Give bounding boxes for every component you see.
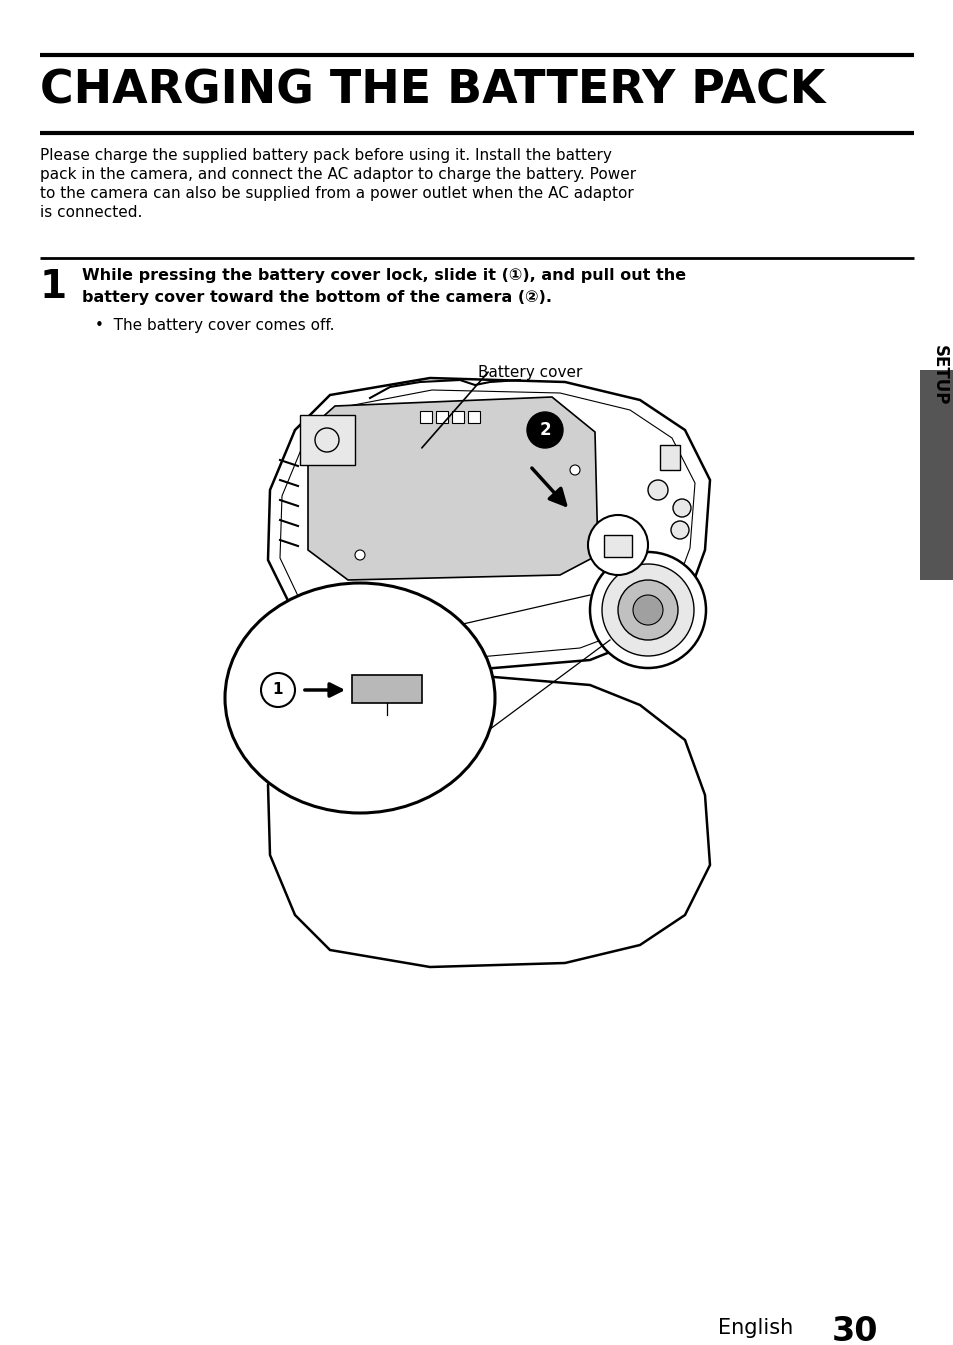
Polygon shape — [268, 378, 709, 670]
Text: English: English — [718, 1318, 792, 1338]
Circle shape — [618, 580, 678, 640]
Circle shape — [670, 521, 688, 539]
Text: Battery cover: Battery cover — [290, 748, 413, 763]
Text: While pressing the battery cover lock, slide it (①), and pull out the: While pressing the battery cover lock, s… — [82, 268, 685, 282]
Circle shape — [587, 515, 647, 576]
Bar — [468, 412, 479, 422]
Text: battery cover toward the bottom of the camera (②).: battery cover toward the bottom of the c… — [82, 291, 552, 305]
Text: lock: lock — [290, 768, 326, 783]
Text: 1: 1 — [273, 682, 283, 698]
Bar — [919, 370, 953, 580]
Circle shape — [314, 428, 338, 452]
Circle shape — [601, 564, 693, 656]
Text: Please charge the supplied battery pack before using it. Install the battery: Please charge the supplied battery pack … — [40, 148, 611, 163]
Text: pack in the camera, and connect the AC adaptor to charge the battery. Power: pack in the camera, and connect the AC a… — [40, 167, 636, 182]
Bar — [603, 535, 631, 557]
Bar — [419, 412, 432, 422]
Circle shape — [672, 499, 690, 516]
Circle shape — [647, 480, 667, 500]
Circle shape — [526, 412, 562, 448]
Text: 2: 2 — [538, 421, 550, 438]
Circle shape — [355, 550, 365, 560]
Text: to the camera can also be supplied from a power outlet when the AC adaptor: to the camera can also be supplied from … — [40, 186, 633, 200]
Polygon shape — [308, 397, 598, 580]
Text: •  The battery cover comes off.: • The battery cover comes off. — [95, 317, 335, 334]
Circle shape — [589, 551, 705, 668]
Bar — [659, 445, 679, 469]
Bar — [436, 412, 448, 422]
Circle shape — [569, 465, 579, 475]
Circle shape — [633, 594, 662, 625]
Text: 1: 1 — [40, 268, 67, 307]
Text: CHARGING THE BATTERY PACK: CHARGING THE BATTERY PACK — [40, 69, 824, 113]
Bar — [352, 675, 421, 703]
Text: is connected.: is connected. — [40, 204, 142, 221]
Text: 30: 30 — [831, 1315, 878, 1345]
Bar — [452, 412, 463, 422]
Bar — [299, 416, 355, 465]
Text: SETUP: SETUP — [930, 344, 948, 405]
Polygon shape — [268, 675, 709, 967]
Text: Battery cover: Battery cover — [477, 364, 581, 381]
Ellipse shape — [225, 582, 495, 812]
